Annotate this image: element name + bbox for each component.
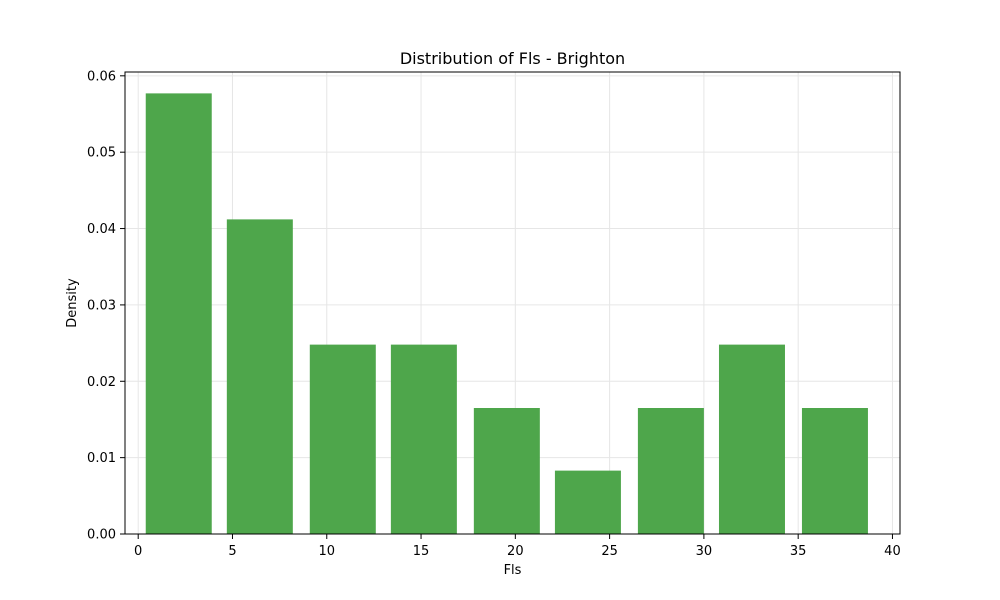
y-tick-label: 0.02 <box>87 375 116 390</box>
x-tick-label: 40 <box>884 544 901 559</box>
histogram-bar-5 <box>473 408 540 534</box>
x-tick-label: 25 <box>601 544 618 559</box>
histogram-bar-2 <box>226 219 293 534</box>
y-tick-label: 0.00 <box>87 528 116 543</box>
histogram-bar-8 <box>718 344 785 534</box>
x-tick-label: 15 <box>413 544 430 559</box>
x-tick-label: 20 <box>507 544 524 559</box>
y-tick-label: 0.01 <box>87 451 116 466</box>
x-tick-label: 0 <box>134 544 142 559</box>
x-axis-ticks: 0 5 10 15 20 25 30 35 40 <box>134 534 901 559</box>
plot-frame <box>124 71 901 535</box>
histogram-bar-7 <box>637 408 704 534</box>
y-tick-label: 0.04 <box>87 222 116 237</box>
y-tick-label: 0.05 <box>87 146 116 161</box>
x-axis-label: Fls <box>504 563 522 578</box>
histogram-bar-3 <box>309 344 376 534</box>
y-axis-ticks: 0.00 0.01 0.02 0.03 0.04 0.05 0.06 <box>87 69 125 543</box>
x-tick-label: 5 <box>228 544 236 559</box>
chart-title: Distribution of Fls - Brighton <box>400 49 625 68</box>
x-tick-label: 35 <box>790 544 807 559</box>
bars-group <box>145 93 868 534</box>
y-axis-label: Density <box>65 278 80 328</box>
histogram-bar-6 <box>554 470 621 534</box>
histogram-bar-9 <box>801 408 868 534</box>
x-tick-label: 10 <box>318 544 335 559</box>
y-tick-label: 0.06 <box>87 69 116 84</box>
x-tick-label: 30 <box>696 544 713 559</box>
histogram-bar-4 <box>390 344 457 534</box>
y-tick-label: 0.03 <box>87 298 116 313</box>
histogram-bar-1 <box>145 93 212 534</box>
